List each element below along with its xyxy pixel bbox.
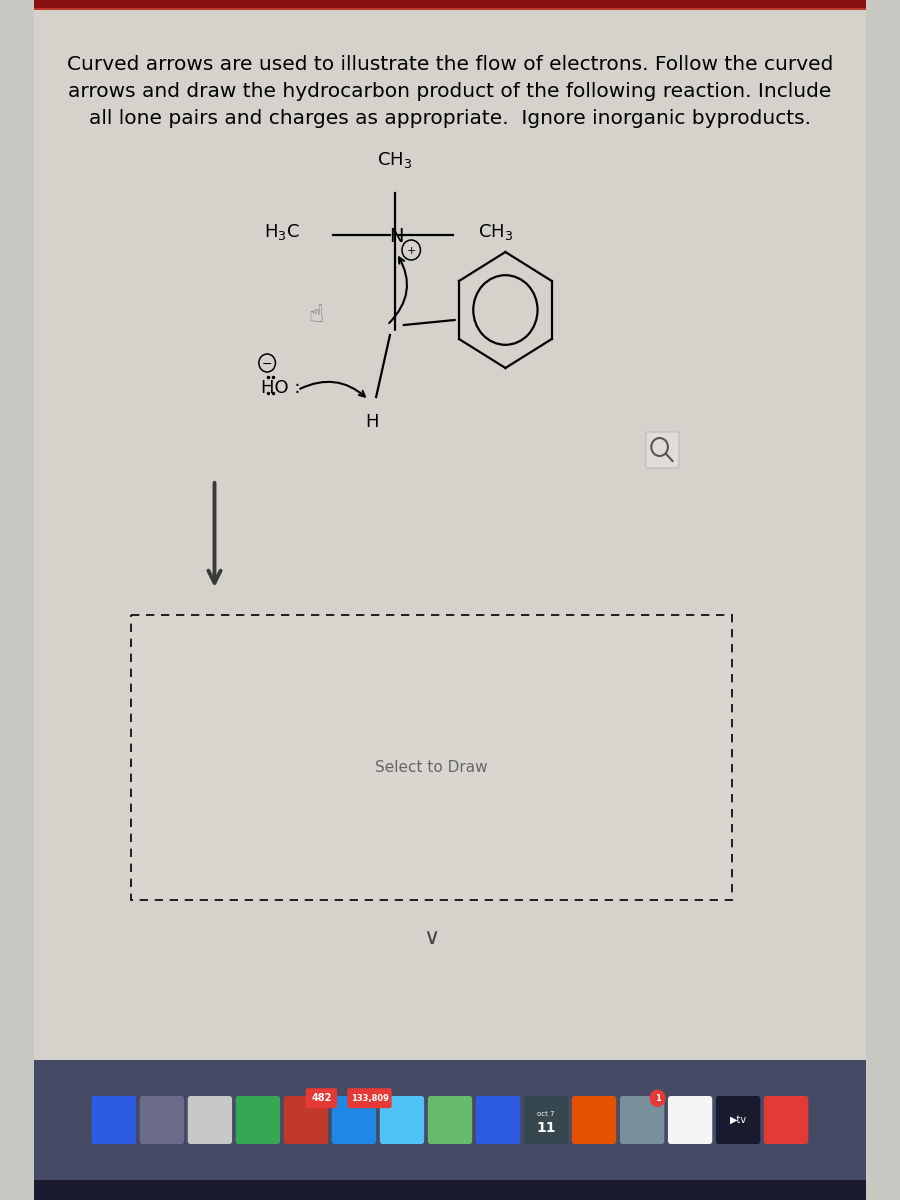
Bar [34,0,866,10]
Bar [131,614,732,900]
FancyBboxPatch shape [332,1096,376,1144]
Text: oct 7: oct 7 [537,1111,555,1117]
Text: +: + [407,246,416,256]
FancyBboxPatch shape [764,1096,808,1144]
Text: ▶tv: ▶tv [730,1115,747,1126]
Text: Select to Draw: Select to Draw [375,760,488,775]
Text: ☝: ☝ [309,302,324,326]
Text: H: H [364,413,378,431]
FancyBboxPatch shape [668,1096,712,1144]
Text: HO :: HO : [261,379,301,397]
FancyBboxPatch shape [140,1096,184,1144]
Text: ∨: ∨ [423,928,440,948]
Text: 133,809: 133,809 [350,1093,389,1103]
FancyBboxPatch shape [428,1096,473,1144]
Text: H$_3$C: H$_3$C [264,222,300,242]
Text: −: − [262,358,273,371]
Bar [34,1180,866,1200]
FancyBboxPatch shape [716,1096,760,1144]
FancyBboxPatch shape [524,1096,568,1144]
FancyBboxPatch shape [236,1096,280,1144]
FancyBboxPatch shape [476,1096,520,1144]
Text: N: N [389,228,404,246]
Text: Curved arrows are used to illustrate the flow of electrons. Follow the curved
ar: Curved arrows are used to illustrate the… [67,55,833,128]
Circle shape [650,1091,665,1106]
FancyBboxPatch shape [646,432,679,468]
Text: 482: 482 [311,1093,331,1103]
FancyBboxPatch shape [572,1096,616,1144]
FancyBboxPatch shape [306,1088,338,1109]
Text: CH$_3$: CH$_3$ [377,150,412,170]
Bar [34,1060,866,1180]
FancyBboxPatch shape [347,1088,392,1109]
FancyBboxPatch shape [620,1096,664,1144]
FancyBboxPatch shape [380,1096,424,1144]
Text: 1: 1 [654,1093,661,1103]
FancyBboxPatch shape [188,1096,232,1144]
Bar [34,0,866,8]
Text: CH$_3$: CH$_3$ [478,222,513,242]
FancyBboxPatch shape [92,1096,136,1144]
FancyBboxPatch shape [284,1096,328,1144]
Text: 11: 11 [536,1121,556,1135]
